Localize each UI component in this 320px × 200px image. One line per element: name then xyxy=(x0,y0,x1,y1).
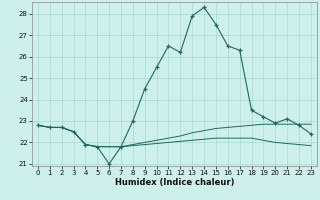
X-axis label: Humidex (Indice chaleur): Humidex (Indice chaleur) xyxy=(115,178,234,187)
